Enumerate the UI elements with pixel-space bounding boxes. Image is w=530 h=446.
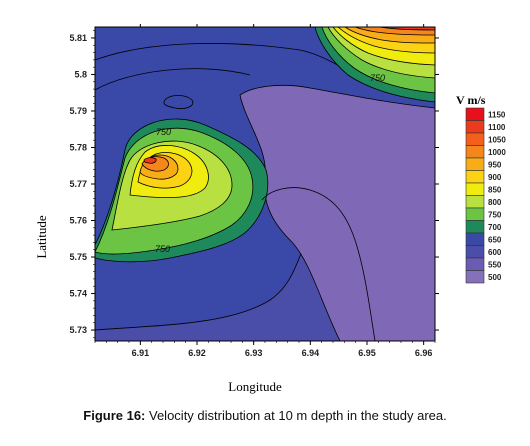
x-tick-label: 6.92 (188, 348, 206, 358)
y-axis-ticks: 5.73 5.74 5.75 5.76 5.77 5.78 5.79 5.8 5.81 (69, 30, 439, 338)
legend-level-label: 800 (488, 198, 502, 207)
x-axis-title: Longitude (228, 379, 282, 394)
y-tick-label: 5.79 (69, 106, 87, 116)
legend: V m/s 1150 1100 1050 1000 950 900 850 800 750 700… (456, 93, 506, 284)
legend-level-label: 1100 (488, 123, 506, 132)
legend-swatch (465, 170, 485, 184)
y-tick-label: 5.75 (69, 252, 87, 262)
x-axis-ticks: 6.91 6.92 6.93 6.94 6.95 6.96 (94, 24, 436, 358)
legend-swatch (465, 270, 485, 284)
legend-level-label: 1050 (488, 136, 506, 145)
contour-blob-nw (163, 95, 194, 109)
y-tick-label: 5.73 (69, 325, 87, 335)
legend-level-label: 500 (488, 273, 502, 282)
legend-swatch (465, 132, 485, 146)
legend-swatch (465, 145, 485, 159)
legend-swatch (465, 195, 485, 209)
contour-fill-ne-1100 (379, 27, 435, 31)
caption-label: Figure 16: (83, 408, 146, 423)
y-tick-label: 5.8 (74, 69, 87, 79)
legend-swatch (465, 245, 485, 259)
contour-line-north2 (95, 68, 251, 91)
figure-caption: Figure 16: Velocity distribution at 10 m… (0, 408, 530, 423)
legend-level-label: 850 (488, 186, 502, 195)
contour-fill-1100 (143, 157, 157, 164)
contour-label-3: 750 (370, 73, 385, 83)
contour-label-2: 750 (155, 244, 170, 254)
legend-level-label: 1000 (488, 148, 506, 157)
x-tick-label: 6.93 (245, 348, 263, 358)
y-tick-label: 5.81 (69, 33, 87, 43)
legend-level-label: 750 (488, 211, 502, 220)
contour-label-1: 750 (156, 127, 171, 137)
y-tick-label: 5.77 (69, 179, 87, 189)
x-tick-label: 6.95 (358, 348, 376, 358)
plot-area: 750 750 750 (95, 27, 435, 341)
x-tick-label: 6.96 (415, 348, 433, 358)
y-tick-label: 5.76 (69, 216, 87, 226)
legend-swatch (465, 220, 485, 234)
x-tick-label: 6.94 (302, 348, 320, 358)
legend-swatch (465, 257, 485, 271)
legend-swatch (465, 207, 485, 221)
legend-swatch (465, 107, 485, 121)
caption-text: Velocity distribution at 10 m depth in t… (145, 408, 447, 423)
legend-level-label: 550 (488, 261, 502, 270)
legend-level-label: 900 (488, 173, 502, 182)
x-tick-label: 6.91 (132, 348, 150, 358)
y-axis-title: Latitude (34, 215, 49, 259)
legend-level-label: 950 (488, 161, 502, 170)
contour-spur-east (261, 187, 376, 341)
legend-level-label: 650 (488, 236, 502, 245)
legend-level-label: 700 (488, 223, 502, 232)
y-tick-label: 5.78 (69, 142, 87, 152)
legend-title: V m/s (456, 93, 486, 107)
legend-swatch (465, 120, 485, 134)
legend-level-label: 600 (488, 248, 502, 257)
legend-swatch (465, 232, 485, 246)
legend-level-label: 1150 (488, 111, 506, 120)
legend-swatch (465, 157, 485, 171)
y-tick-label: 5.74 (69, 289, 87, 299)
legend-swatch (465, 182, 485, 196)
